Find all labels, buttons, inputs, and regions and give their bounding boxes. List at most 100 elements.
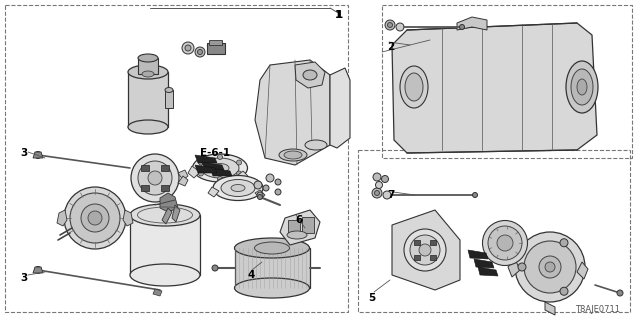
Circle shape	[218, 177, 223, 181]
Polygon shape	[280, 210, 320, 245]
Ellipse shape	[515, 232, 585, 302]
Ellipse shape	[131, 154, 179, 202]
Ellipse shape	[545, 262, 555, 272]
Ellipse shape	[211, 164, 229, 172]
Text: 3: 3	[20, 273, 28, 283]
Polygon shape	[255, 190, 265, 199]
Text: 1: 1	[335, 10, 342, 20]
Polygon shape	[33, 152, 43, 158]
Bar	[141, 185, 149, 191]
Bar	[141, 165, 149, 171]
Polygon shape	[330, 68, 350, 148]
Ellipse shape	[566, 61, 598, 113]
Polygon shape	[172, 205, 180, 222]
Circle shape	[373, 173, 381, 181]
Ellipse shape	[130, 264, 200, 286]
Polygon shape	[188, 166, 200, 178]
Polygon shape	[195, 155, 217, 163]
Polygon shape	[545, 302, 555, 315]
Circle shape	[182, 42, 194, 54]
Ellipse shape	[404, 229, 446, 271]
Ellipse shape	[128, 120, 168, 134]
Ellipse shape	[130, 204, 200, 226]
Ellipse shape	[138, 54, 158, 62]
Bar	[165, 90, 173, 108]
Circle shape	[266, 174, 274, 182]
Ellipse shape	[213, 175, 263, 201]
Ellipse shape	[279, 149, 307, 161]
Ellipse shape	[64, 187, 126, 249]
Ellipse shape	[201, 158, 239, 178]
Ellipse shape	[234, 278, 310, 298]
Circle shape	[560, 239, 568, 247]
Polygon shape	[195, 165, 217, 173]
Polygon shape	[160, 193, 178, 212]
Bar	[414, 255, 420, 260]
Polygon shape	[33, 267, 43, 273]
Text: 6: 6	[295, 215, 302, 225]
Circle shape	[383, 191, 391, 199]
Ellipse shape	[284, 151, 302, 159]
Circle shape	[212, 265, 218, 271]
Bar	[382, 5, 632, 158]
Circle shape	[385, 20, 395, 30]
Ellipse shape	[221, 180, 255, 196]
Ellipse shape	[483, 220, 527, 266]
Ellipse shape	[488, 226, 522, 260]
Ellipse shape	[128, 65, 168, 79]
Ellipse shape	[571, 69, 593, 105]
Circle shape	[185, 45, 191, 51]
Circle shape	[263, 185, 269, 191]
Ellipse shape	[193, 154, 248, 182]
Circle shape	[198, 50, 202, 54]
Polygon shape	[178, 170, 188, 180]
Circle shape	[372, 188, 382, 198]
Circle shape	[275, 179, 281, 185]
Ellipse shape	[419, 244, 431, 256]
Ellipse shape	[524, 241, 576, 293]
Circle shape	[472, 193, 477, 197]
Circle shape	[387, 22, 392, 28]
Polygon shape	[577, 262, 588, 279]
Text: T8AJE0711: T8AJE0711	[575, 305, 620, 314]
Circle shape	[198, 171, 204, 176]
Polygon shape	[208, 187, 219, 197]
Ellipse shape	[539, 256, 561, 278]
Ellipse shape	[287, 231, 307, 239]
Bar	[209, 40, 222, 45]
Ellipse shape	[231, 185, 245, 191]
Text: 4: 4	[248, 270, 255, 280]
Polygon shape	[238, 171, 248, 181]
Circle shape	[257, 195, 262, 199]
Circle shape	[376, 181, 383, 188]
Text: 1: 1	[336, 10, 343, 20]
Text: 7: 7	[387, 190, 394, 200]
Ellipse shape	[234, 238, 310, 258]
Polygon shape	[202, 162, 224, 170]
Circle shape	[237, 171, 241, 176]
Circle shape	[257, 192, 263, 198]
Polygon shape	[153, 289, 162, 296]
Bar	[358, 150, 630, 312]
Bar	[161, 185, 169, 191]
Text: 2: 2	[387, 42, 394, 52]
Polygon shape	[210, 168, 232, 176]
Ellipse shape	[81, 204, 109, 232]
Bar	[161, 165, 169, 171]
Bar	[5, 5, 348, 312]
Ellipse shape	[88, 211, 102, 225]
Circle shape	[35, 151, 42, 158]
Bar	[430, 240, 436, 245]
Bar	[288, 220, 300, 236]
Polygon shape	[123, 210, 133, 226]
Ellipse shape	[400, 66, 428, 108]
Polygon shape	[178, 176, 188, 186]
Circle shape	[218, 155, 223, 159]
Circle shape	[195, 47, 205, 57]
Polygon shape	[474, 259, 494, 268]
Polygon shape	[255, 60, 330, 165]
Bar	[414, 240, 420, 245]
Ellipse shape	[255, 242, 289, 254]
Circle shape	[374, 190, 380, 196]
Polygon shape	[508, 259, 520, 277]
